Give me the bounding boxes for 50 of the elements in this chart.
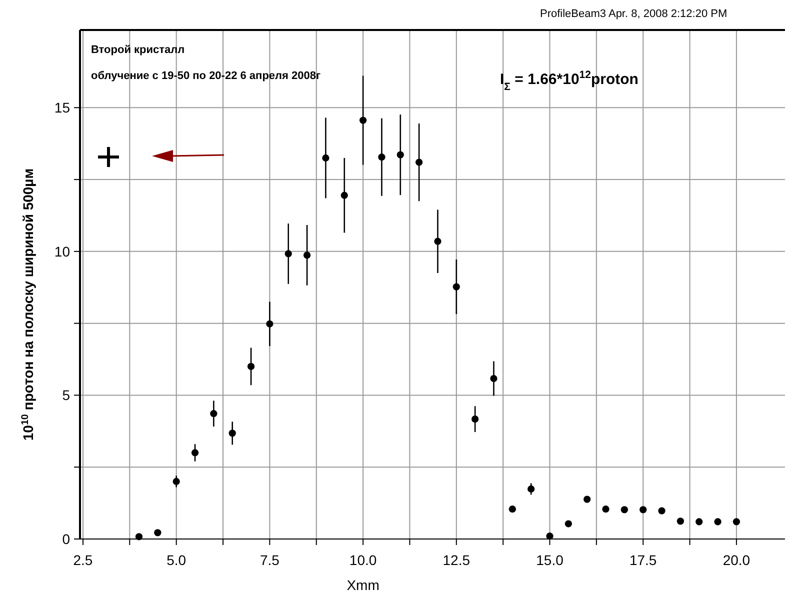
point: [732, 518, 740, 526]
point: [322, 154, 330, 162]
point: [210, 410, 218, 418]
point: [602, 506, 610, 513]
point: [266, 320, 274, 328]
point: [284, 250, 292, 258]
x-tick-label: 10.0: [349, 552, 377, 568]
annotation: Второй кристалл: [91, 44, 185, 56]
point: [676, 518, 684, 525]
x-tick-label: 17.5: [629, 552, 657, 568]
point: [546, 532, 554, 540]
point: [452, 283, 460, 290]
y-tick-label: 15: [54, 100, 70, 116]
point: [247, 362, 255, 370]
point: [434, 238, 442, 245]
point: [396, 151, 404, 158]
point: [154, 529, 162, 536]
point: [228, 430, 236, 437]
x-axis-title: Xmm: [346, 577, 380, 593]
point: [415, 158, 423, 166]
point: [584, 496, 591, 503]
point: [172, 478, 180, 486]
annotation: облучение с 19-50 по 20-22 6 апреля 2008г: [91, 70, 321, 82]
point: [658, 507, 666, 514]
point: [490, 374, 498, 382]
x-tick-label: 12.5: [442, 552, 470, 568]
point: [714, 518, 722, 526]
point: [564, 520, 572, 528]
x-tick-label: 5.0: [166, 552, 186, 568]
point: [135, 533, 143, 540]
point: [191, 449, 199, 456]
point: [620, 506, 628, 514]
point: [696, 518, 703, 526]
annotation: I$_{Σ}$ = 1.66*10$^{12}$proton: [500, 69, 638, 93]
point: [528, 485, 535, 493]
x-tick-label: 7.5: [260, 552, 280, 568]
x-tick-label: 15.0: [536, 552, 564, 568]
text: ProfileBeam3 Apr. 8, 2008 2:12:20 PM: [540, 8, 728, 20]
point: [378, 154, 386, 161]
y-tick-label: 10: [54, 243, 70, 260]
point: [359, 116, 367, 124]
y-tick-label: 0: [62, 531, 70, 547]
y-tick-label: 5: [62, 387, 70, 404]
point: [303, 252, 311, 259]
x-tick-label: 2.5: [73, 552, 93, 568]
point: [472, 416, 479, 423]
x-tick-label: 20.0: [722, 552, 750, 568]
point: [640, 506, 647, 514]
point: [340, 192, 348, 199]
point: [508, 506, 516, 513]
